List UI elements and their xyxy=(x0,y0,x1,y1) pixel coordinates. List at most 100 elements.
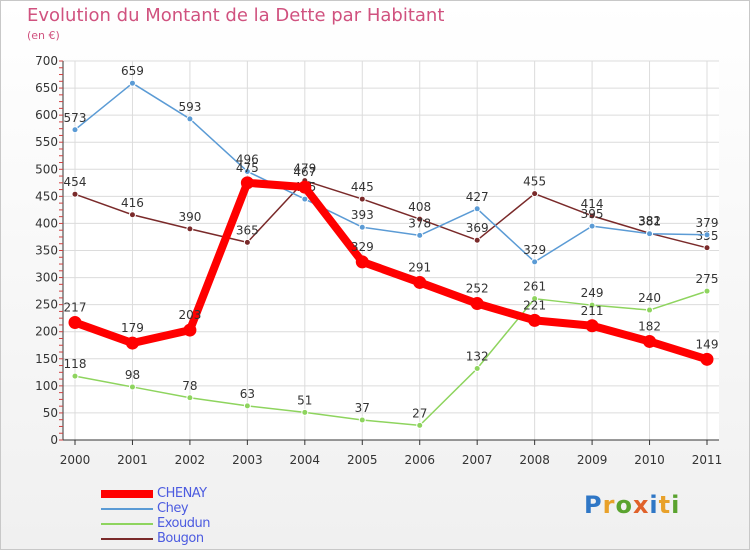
data-label-bougon: 416 xyxy=(121,196,144,210)
data-point-chenay xyxy=(125,336,139,350)
x-tick-label: 2005 xyxy=(347,453,378,467)
data-label-exoudun: 132 xyxy=(466,350,489,364)
legend-label: Chey xyxy=(157,501,189,516)
data-point-chey xyxy=(588,222,596,230)
data-point-bougon xyxy=(358,195,366,203)
logo-letter: P xyxy=(584,491,603,519)
data-label-chey: 496 xyxy=(236,152,259,166)
data-point-chenay xyxy=(470,297,484,311)
data-point-chey xyxy=(473,205,481,213)
y-tick-label: 650 xyxy=(35,81,58,95)
data-point-bougon xyxy=(71,190,79,198)
data-point-bougon xyxy=(703,244,711,252)
chart-title: Evolution du Montant de la Dette par Hab… xyxy=(27,5,445,26)
data-point-bougon xyxy=(473,236,481,244)
data-point-chenay xyxy=(68,316,82,330)
data-label-exoudun: 63 xyxy=(240,387,255,401)
y-tick-label: 700 xyxy=(35,54,58,68)
legend-label: Bougon xyxy=(157,531,204,546)
legend-swatch xyxy=(101,508,153,510)
data-label-chey: 381 xyxy=(638,215,661,229)
data-label-chey: 659 xyxy=(121,64,144,78)
y-tick-label: 300 xyxy=(35,271,58,285)
data-point-exoudun xyxy=(473,365,481,373)
data-point-chenay xyxy=(585,319,599,333)
data-label-exoudun: 51 xyxy=(297,393,312,407)
data-label-chey: 427 xyxy=(466,190,489,204)
x-tick-label: 2011 xyxy=(692,453,723,467)
data-label-bougon: 382 xyxy=(638,214,661,228)
x-tick-label: 2000 xyxy=(60,453,91,467)
data-label-bougon: 479 xyxy=(293,162,316,176)
data-label-bougon: 408 xyxy=(408,200,431,214)
x-tick-label: 2002 xyxy=(175,453,206,467)
data-point-bougon xyxy=(531,190,539,198)
y-tick-label: 100 xyxy=(35,379,58,393)
x-tick-label: 2003 xyxy=(232,453,263,467)
data-point-chey xyxy=(358,223,366,231)
data-point-chenay xyxy=(183,323,197,337)
data-point-exoudun xyxy=(301,408,309,416)
y-tick-label: 400 xyxy=(35,216,58,230)
logo-letter: i xyxy=(649,491,659,519)
data-point-chenay xyxy=(528,313,542,327)
legend-swatch xyxy=(101,490,153,498)
series-line-chenay xyxy=(71,178,711,364)
data-label-exoudun: 78 xyxy=(182,379,197,393)
data-point-bougon xyxy=(416,215,424,223)
data-label-chey: 378 xyxy=(408,216,431,230)
legend-label: Exoudun xyxy=(157,516,210,531)
data-point-chenay xyxy=(700,352,714,366)
y-tick-label: 50 xyxy=(43,406,58,420)
series-line-chey xyxy=(74,82,708,263)
legend-swatch xyxy=(101,538,153,540)
y-tick-label: 500 xyxy=(35,162,58,176)
logo-letter: t xyxy=(658,491,672,519)
data-label-exoudun: 118 xyxy=(64,357,87,371)
x-tick-label: 2006 xyxy=(404,453,435,467)
data-point-exoudun xyxy=(243,402,251,410)
data-label-chey: 573 xyxy=(64,111,87,125)
data-label-chey: 395 xyxy=(581,207,604,221)
data-label-bougon: 455 xyxy=(523,175,546,189)
data-label-chey: 379 xyxy=(696,216,719,230)
logo-letter: o xyxy=(615,491,633,519)
data-point-chenay xyxy=(240,176,254,190)
data-label-bougon: 454 xyxy=(64,175,87,189)
x-tick-label: 2001 xyxy=(117,453,148,467)
y-tick-label: 450 xyxy=(35,189,58,203)
data-point-exoudun xyxy=(531,295,539,303)
x-tick-label: 2010 xyxy=(634,453,665,467)
data-point-chenay xyxy=(413,275,427,289)
logo-letter: x xyxy=(632,491,650,519)
data-label-exoudun: 37 xyxy=(355,401,370,415)
chart-unit: (en €) xyxy=(27,29,60,42)
data-label-chenay: 252 xyxy=(466,282,489,296)
data-point-chey xyxy=(416,231,424,239)
y-tick-label: 250 xyxy=(35,298,58,312)
data-label-chenay: 329 xyxy=(351,240,374,254)
data-label-chenay: 291 xyxy=(408,260,431,274)
series-line-bougon xyxy=(74,179,708,249)
data-point-chenay xyxy=(643,334,657,348)
data-label-chenay: 203 xyxy=(178,308,201,322)
data-label-exoudun: 27 xyxy=(412,406,427,420)
data-label-chey: 393 xyxy=(351,208,374,222)
data-label-chenay: 475 xyxy=(236,161,259,175)
data-label-chenay: 149 xyxy=(696,337,719,351)
logo-letter: i xyxy=(671,491,681,519)
data-point-chey xyxy=(71,126,79,134)
data-point-chey xyxy=(128,79,136,87)
data-point-chey xyxy=(243,167,251,175)
data-label-chenay: 179 xyxy=(121,321,144,335)
data-point-chenay xyxy=(298,180,312,194)
y-tick-label: 600 xyxy=(35,108,58,122)
y-tick-label: 150 xyxy=(35,352,58,366)
data-label-chey: 593 xyxy=(178,100,201,114)
data-label-exoudun: 261 xyxy=(523,280,546,294)
proxiti-logo: Proxiti xyxy=(584,491,680,519)
x-tick-label: 2008 xyxy=(519,453,550,467)
data-point-bougon xyxy=(128,211,136,219)
